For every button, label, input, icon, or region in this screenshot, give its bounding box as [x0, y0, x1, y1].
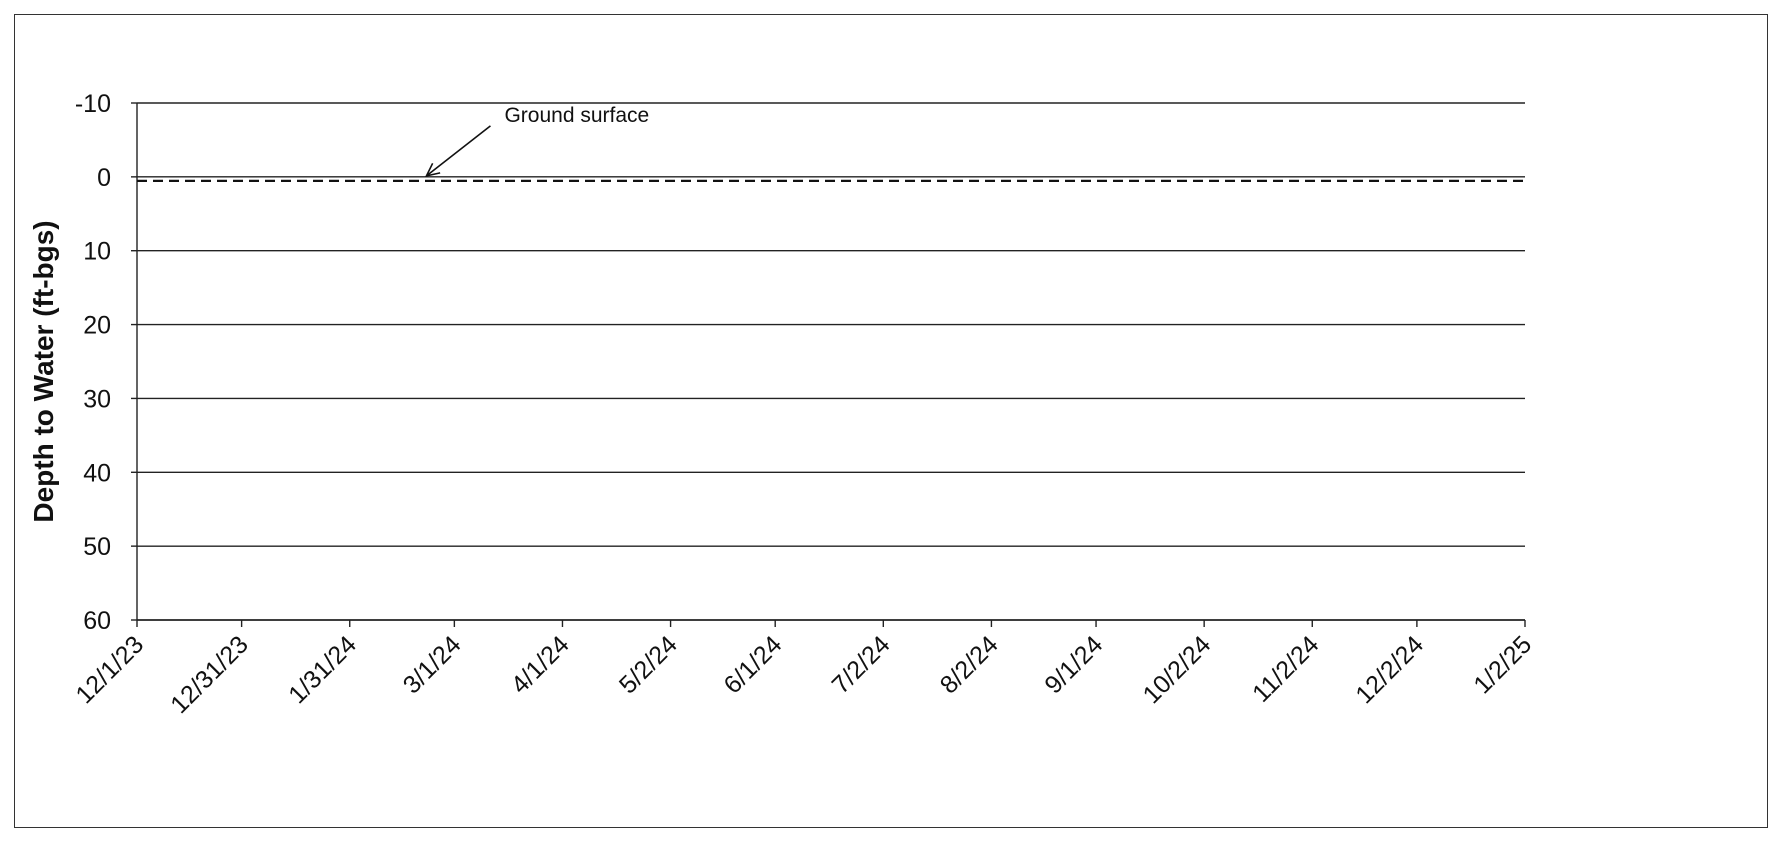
- y-axis-title: Depth to Water (ft-bgs): [28, 220, 59, 522]
- grid-lines: [137, 102, 1525, 621]
- y-tick-label: -10: [75, 90, 111, 118]
- x-tick-label: 8/2/24: [935, 630, 1004, 699]
- annotation-arrowhead: [425, 162, 441, 177]
- x-tick-label: 6/1/24: [718, 630, 787, 699]
- y-tick-label: 50: [83, 533, 111, 561]
- annotation-label: Ground surface: [504, 104, 649, 127]
- x-tick-label: 4/1/24: [506, 630, 575, 699]
- x-tick-label: 12/1/23: [70, 630, 149, 709]
- chart-plot: -10 0 10 20 30 40 50 60 12/1/23 12/31/23 1/31/24 3…: [28, 90, 1537, 719]
- y-tick-label: 30: [83, 385, 111, 413]
- x-tick-label: 11/2/24: [1247, 630, 1325, 708]
- y-tick-label: 10: [83, 238, 111, 266]
- y-tick-labels: -10 0 10 20 30 40 50 60: [75, 90, 111, 635]
- chart-frame: -10 0 10 20 30 40 50 60 12/1/23 12/31/23 1/31/24 3…: [14, 14, 1768, 828]
- x-tick-label: 3/1/24: [398, 630, 467, 699]
- y-tick-label: 0: [97, 164, 111, 192]
- annotations: Ground surface: [425, 104, 649, 177]
- x-tick-label: 1/2/25: [1468, 630, 1537, 699]
- y-tick-label: 20: [83, 312, 111, 340]
- annotation-arrow: [425, 125, 491, 177]
- x-tick-label: 12/2/24: [1350, 630, 1429, 709]
- x-tick-label: 9/1/24: [1039, 630, 1108, 699]
- axes: [131, 102, 1526, 627]
- y-tick-label: 40: [83, 459, 111, 487]
- y-tick-label: 60: [83, 607, 111, 635]
- x-tick-labels: 12/1/23 12/31/23 1/31/24 3/1/24 4/1/24 5/2/24…: [70, 630, 1537, 719]
- x-tick-label: 5/2/24: [614, 630, 683, 699]
- x-tick-label: 7/2/24: [827, 630, 896, 699]
- x-tick-label: 10/2/24: [1138, 630, 1217, 709]
- x-tick-label: 12/31/23: [165, 630, 254, 719]
- x-tick-label: 1/31/24: [283, 630, 362, 709]
